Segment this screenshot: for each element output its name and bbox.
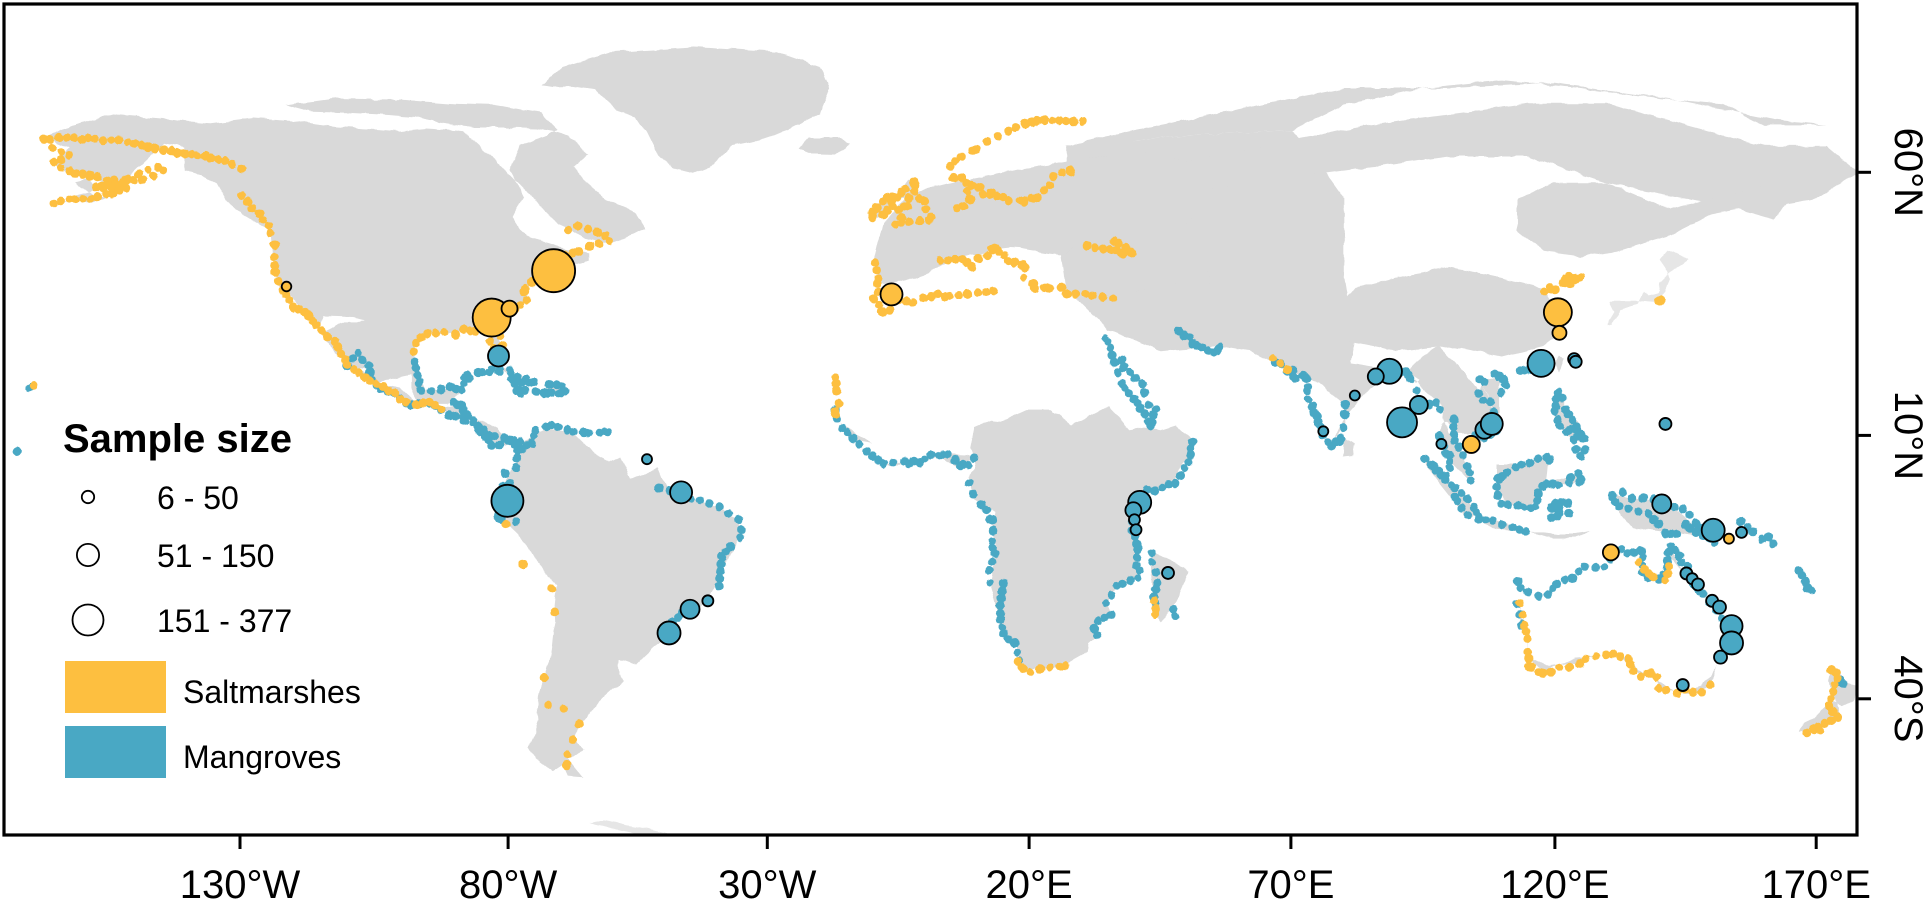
svg-text:60°N: 60°N: [1886, 128, 1925, 217]
svg-text:51 - 150: 51 - 150: [157, 538, 274, 574]
svg-text:30°W: 30°W: [718, 863, 816, 903]
svg-text:120°E: 120°E: [1500, 863, 1609, 903]
svg-text:170°E: 170°E: [1761, 863, 1870, 903]
svg-text:130°W: 130°W: [180, 863, 301, 903]
svg-text:6 - 50: 6 - 50: [157, 480, 239, 516]
svg-text:Mangroves: Mangroves: [183, 739, 341, 775]
svg-text:Sample size: Sample size: [63, 417, 292, 461]
svg-text:Saltmarshes: Saltmarshes: [183, 674, 361, 710]
svg-text:20°E: 20°E: [986, 863, 1073, 903]
svg-text:151 - 377: 151 - 377: [157, 603, 292, 639]
svg-text:40°S: 40°S: [1886, 655, 1925, 742]
svg-text:80°W: 80°W: [459, 863, 557, 903]
svg-text:10°N: 10°N: [1886, 391, 1925, 480]
svg-text:70°E: 70°E: [1247, 863, 1334, 903]
